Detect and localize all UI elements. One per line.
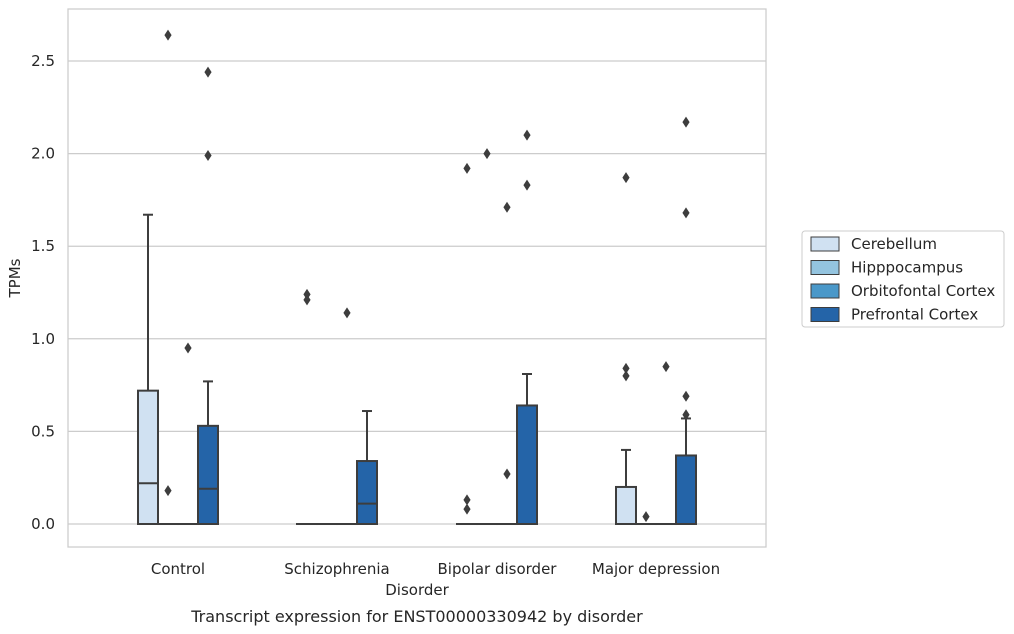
box-body: [675, 454, 697, 526]
box-3-3: [675, 116, 697, 526]
outlier-point: [303, 288, 311, 300]
outlier-point: [682, 390, 690, 402]
x-axis-label: Disorder: [385, 581, 449, 599]
legend-label: Cerebellum: [851, 235, 937, 253]
outlier-point: [622, 370, 630, 382]
legend-swatch: [810, 283, 840, 299]
outlier-point: [523, 129, 531, 141]
box-3-2: [516, 129, 538, 525]
box-2-2: [496, 201, 518, 526]
legend: Cerebellum Hipppocampus Orbitofontal Corte…: [801, 230, 1005, 328]
x-tick-label: Control: [151, 560, 205, 578]
x-tick-label: Major depression: [592, 560, 720, 578]
y-tick-label: 0.0: [31, 515, 55, 533]
legend-label: Prefrontal Cortex: [851, 306, 978, 324]
x-tick-labels: Control Schizophrenia Bipolar disorder Majo…: [151, 560, 720, 578]
box-plots: [137, 29, 697, 526]
y-tick-label: 1.0: [31, 330, 55, 348]
box-2-1: [336, 307, 358, 526]
box-body: [356, 460, 378, 526]
y-tick-label: 2.0: [31, 145, 55, 163]
outlier-point: [164, 485, 172, 497]
outlier-point: [682, 409, 690, 421]
plot-frame: [67, 8, 767, 548]
y-tick-label: 2.5: [31, 52, 55, 70]
outlier-point: [483, 148, 491, 160]
box-0-2: [456, 162, 478, 526]
box-3-0: [197, 66, 219, 525]
outlier-point: [622, 172, 630, 184]
outlier-point: [303, 294, 311, 306]
box-body: [197, 424, 219, 525]
outlier-point: [204, 149, 212, 161]
outlier-point: [642, 511, 650, 523]
legend-label: Hipppocampus: [851, 259, 963, 277]
box-body: [516, 404, 538, 525]
outlier-point: [184, 342, 192, 354]
box-0-0: [137, 213, 159, 525]
x-tick-label: Bipolar disorder: [438, 560, 558, 578]
outlier-point: [682, 116, 690, 128]
y-axis-label: TPMs: [6, 258, 24, 298]
outlier-point: [503, 468, 511, 480]
y-tick-labels: 0.0 0.5 1.0 1.5 2.0 2.5: [31, 52, 55, 533]
y-tick-label: 0.5: [31, 422, 55, 440]
legend-swatch: [810, 236, 840, 252]
outlier-point: [204, 66, 212, 78]
outlier-point: [622, 362, 630, 374]
box-3-1: [356, 410, 378, 526]
y-tick-label: 1.5: [31, 237, 55, 255]
chart-caption: Transcript expression for ENST0000033094…: [190, 607, 643, 626]
outlier-point: [682, 207, 690, 219]
legend-swatch: [810, 307, 840, 322]
legend-items: Cerebellum Hipppocampus Orbitofontal Corte…: [810, 235, 995, 324]
x-tick-label: Schizophrenia: [284, 560, 389, 578]
legend-swatch: [810, 260, 840, 275]
outlier-point: [503, 201, 511, 213]
box-0-3: [615, 172, 637, 525]
outlier-point: [343, 307, 351, 319]
legend-frame: [801, 230, 1005, 328]
outlier-point: [463, 494, 471, 506]
outlier-point: [463, 503, 471, 515]
outlier-point: [463, 162, 471, 174]
outlier-point: [164, 29, 172, 41]
plot-background: [68, 9, 766, 547]
box-body: [615, 485, 637, 525]
outlier-point: [662, 361, 670, 373]
legend-label: Orbitofontal Cortex: [851, 282, 995, 300]
box-body: [137, 389, 159, 525]
outlier-point: [523, 179, 531, 191]
